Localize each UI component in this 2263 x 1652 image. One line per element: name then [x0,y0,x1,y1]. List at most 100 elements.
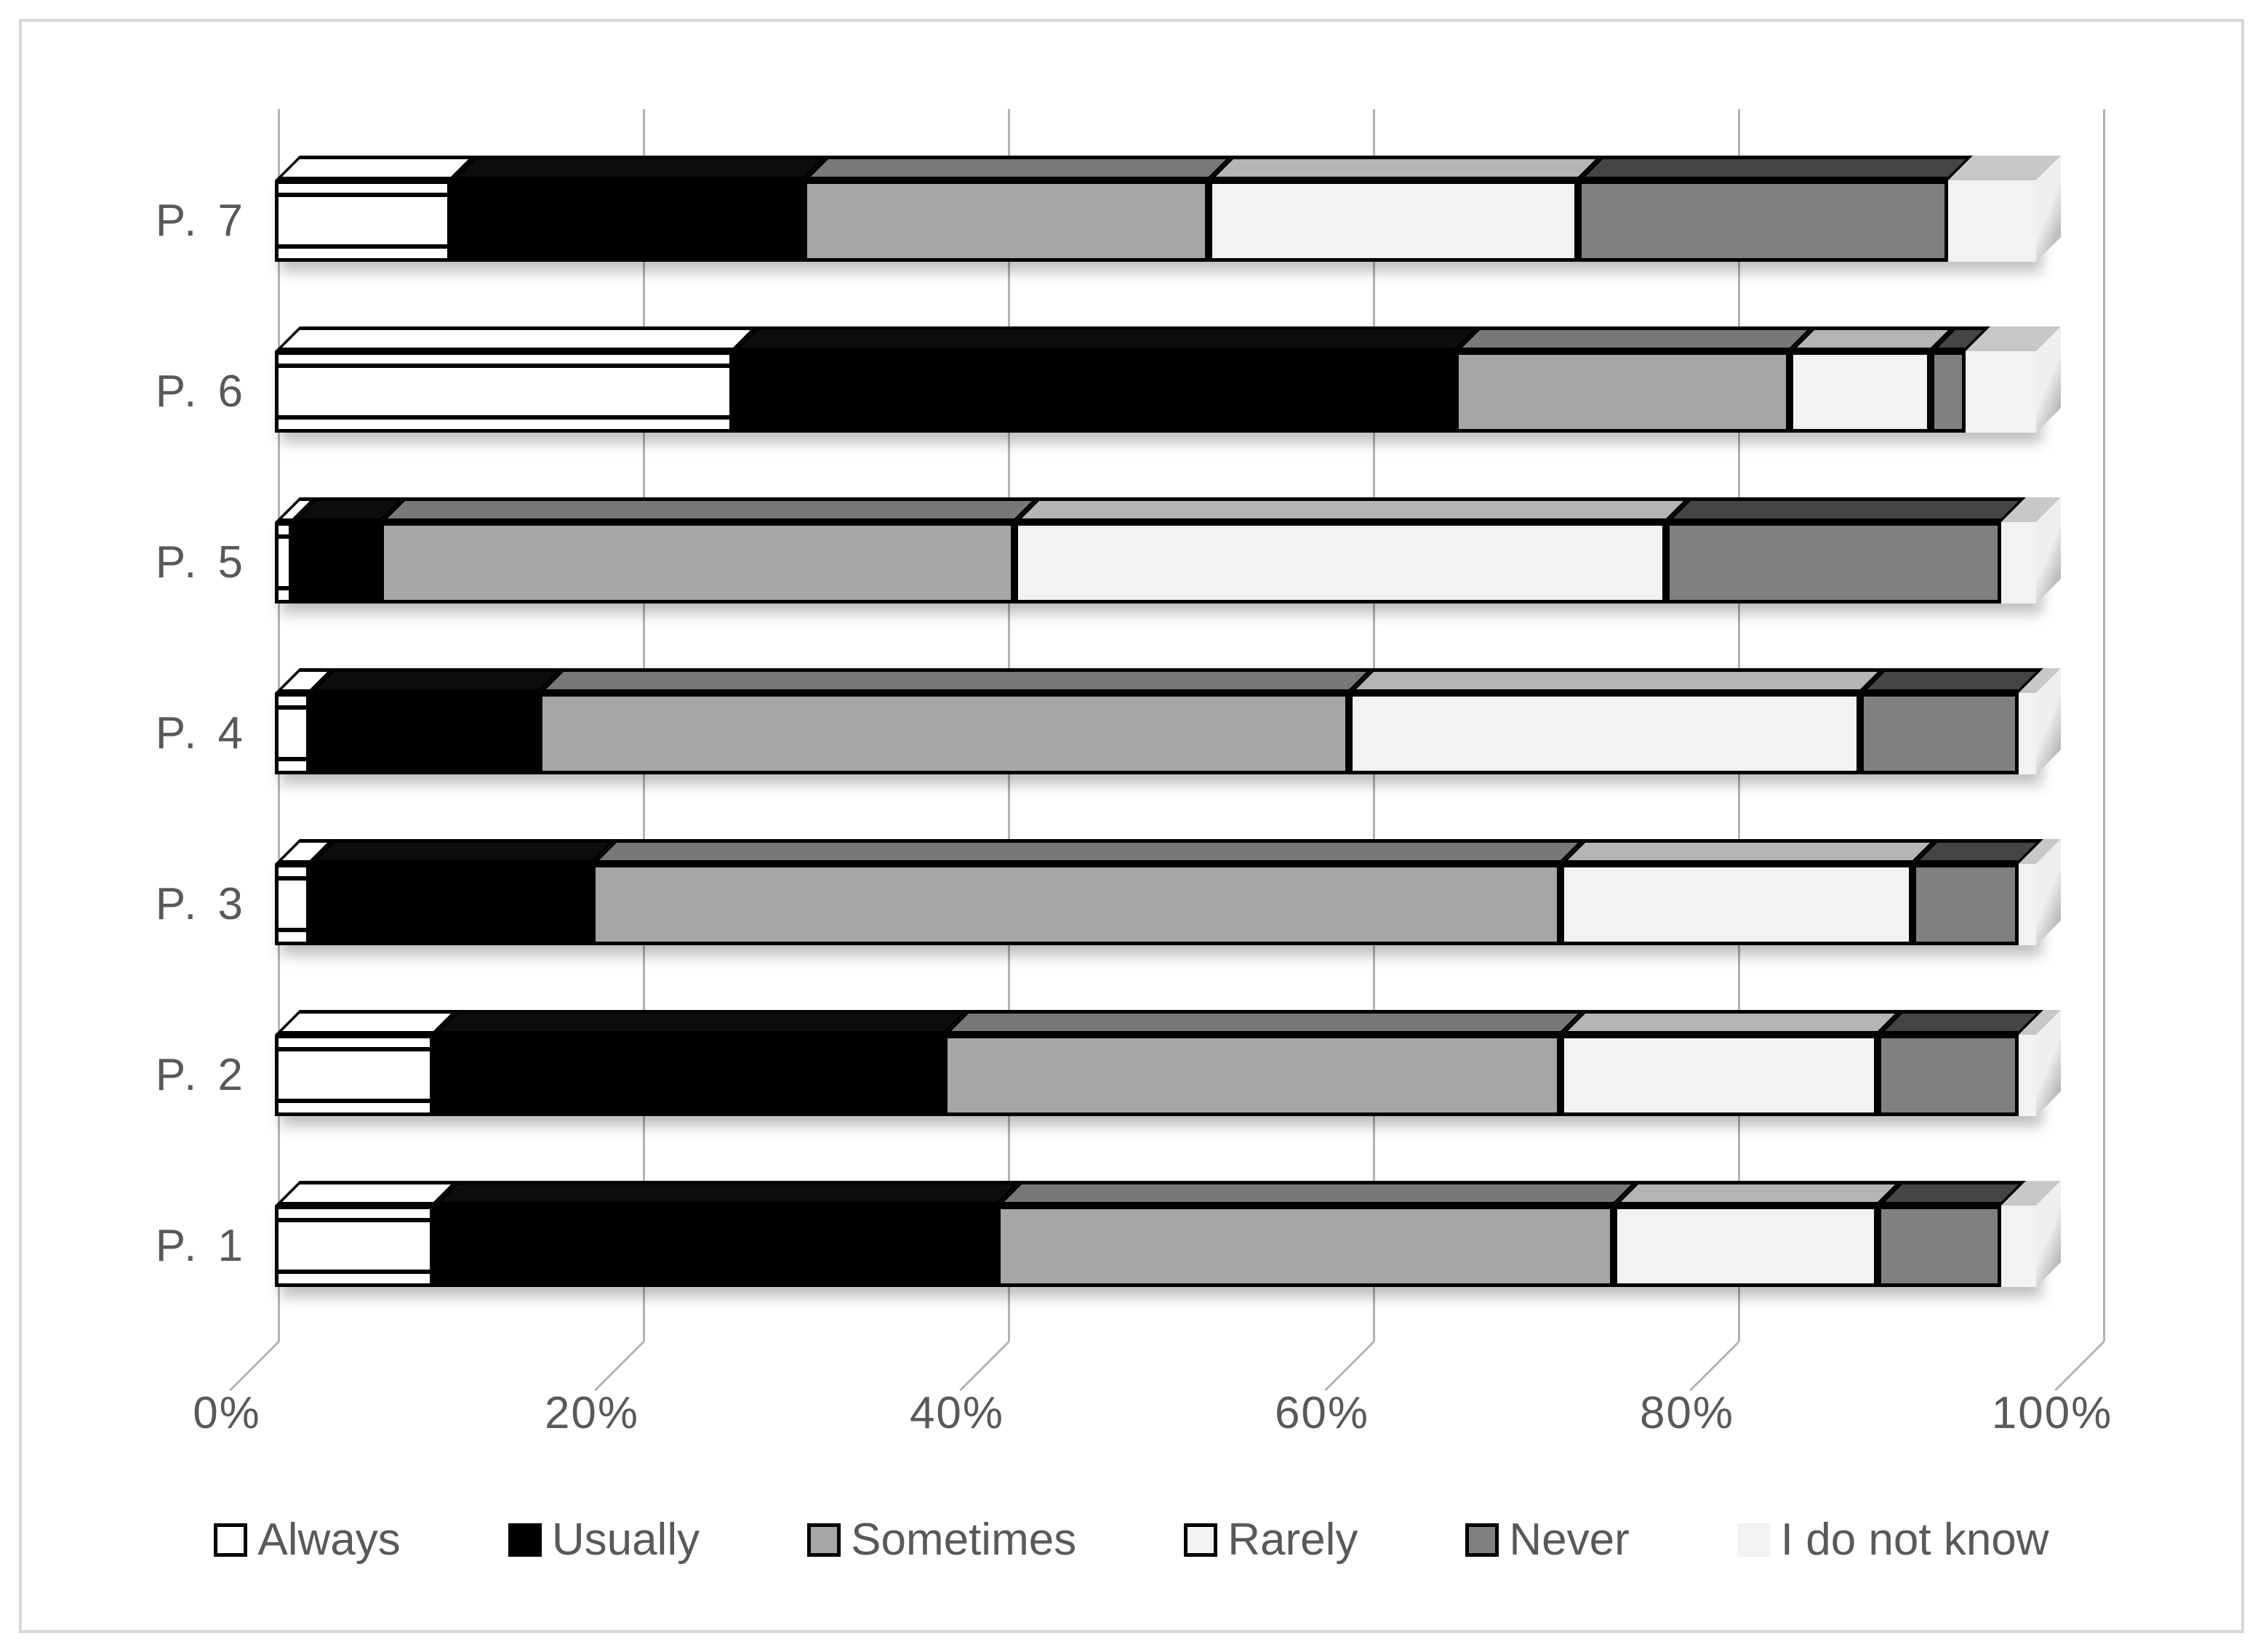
legend-label: I do not know [1780,1515,2049,1565]
legend-item-rarely: Rarely [1184,1514,1358,1566]
top-segment-sometimes [539,668,1374,693]
bar-segment-rarely [1208,180,1579,262]
bar-segment-usually [292,522,381,604]
category-label: P. 7 [155,196,247,246]
bar-row-p-5: P. 5 [0,497,2263,604]
top-segment-always [275,326,758,351]
bar-3d [275,668,2061,774]
bar-segment-i-do-not-know [2000,1206,2036,1287]
legend-swatch-never [1465,1523,1499,1557]
top-segment-never [1578,156,1973,180]
x-tick-label: 40% [909,1388,1005,1438]
bar-segment-always [275,180,452,262]
bar-segment-rarely [1349,693,1860,774]
bar-segment-i-do-not-know [2018,864,2036,945]
bar-segment-usually [433,1206,997,1287]
bar-segment-never [1912,864,2019,945]
bar-segment-never [1666,522,2001,604]
wireframe-inner-edges [279,1209,430,1283]
top-segment-rarely [1561,839,1938,864]
legend-item-sometimes: Sometimes [807,1514,1076,1566]
x-tick-label: 80% [1639,1388,1735,1438]
bar-front-face [275,522,2036,604]
bar-segment-rarely [1561,1035,1878,1116]
legend-label: Always [257,1515,401,1565]
bar-segment-sometimes [944,1035,1561,1116]
top-segment-rarely [1014,497,1691,522]
category-label: P. 5 [155,537,247,588]
top-segment-usually [433,1181,1022,1206]
top-segment-rarely [1349,668,1885,693]
bar-segment-i-do-not-know [1966,351,2036,433]
wireframe-inner-edges [279,526,289,600]
bar-segment-always [275,351,733,433]
bar-segment-never [1578,180,1948,262]
bar-segment-usually [732,351,1455,433]
bar-segment-sometimes [803,180,1209,262]
bar-row-p-6: P. 6 [0,326,2263,433]
legend-label: Sometimes [851,1515,1077,1565]
bar-segment-always [275,522,293,604]
bar-segment-sometimes [539,693,1350,774]
bar-3d [275,839,2061,945]
top-segment-usually [451,156,828,180]
wireframe-inner-edges [279,697,307,771]
legend-item-never: Never [1465,1514,1630,1566]
category-label: P. 1 [155,1221,247,1271]
bar-front-face [275,693,2036,774]
top-segment-rarely [1613,1181,1902,1206]
top-segment-usually [310,668,564,693]
bar-top-face [275,668,2061,693]
category-label: P. 4 [155,708,247,758]
bar-3d [275,1010,2061,1116]
bar-segment-rarely [1561,864,1913,945]
top-segment-never [1877,1010,2043,1035]
x-tick-label: 20% [544,1388,640,1438]
bar-3d [275,1181,2061,1287]
top-segment-rarely [1789,326,1955,351]
top-segment-usually [433,1010,969,1035]
bar-top-face [275,1010,2061,1035]
legend-item-i-do-not-know: I do not know [1737,1514,2049,1566]
bar-segment-sometimes [1454,351,1790,433]
legend: Always Usually Sometimes Rarely Never I do no… [0,1514,2263,1566]
bar-top-face [275,1181,2061,1206]
x-tick-label: 60% [1274,1388,1370,1438]
legend-swatch-usually [508,1523,542,1557]
bar-segment-usually [451,180,804,262]
bar-segment-never [1877,1035,2019,1116]
bar-top-face [275,839,2061,864]
bar-segment-rarely [1613,1206,1878,1287]
legend-swatch-sometimes [807,1523,841,1557]
top-segment-rarely [1561,1010,1902,1035]
bar-row-p-2: P. 2 [0,1010,2263,1116]
bar-segment-never [1930,351,1966,433]
bar-3d [275,326,2061,433]
bar-segment-i-do-not-know [2018,693,2036,774]
top-segment-usually [310,839,617,864]
top-segment-sometimes [380,497,1040,522]
bar-segment-sometimes [591,864,1561,945]
bar-segment-never [1859,693,2019,774]
top-segment-always [275,1181,458,1206]
top-segment-sometimes [803,156,1233,180]
bar-segment-never [1877,1206,2001,1287]
legend-item-usually: Usually [508,1514,700,1566]
top-segment-always [275,156,476,180]
bar-segment-i-do-not-know [2018,1035,2036,1116]
bar-segment-always [275,1035,433,1116]
category-label: P. 3 [155,879,247,929]
bar-segment-rarely [1789,351,1931,433]
top-segment-always [275,1010,458,1035]
bar-front-face [275,1035,2036,1116]
bar-row-p-1: P. 1 [0,1181,2263,1287]
bar-segment-i-do-not-know [1947,180,2036,262]
wireframe-inner-edges [279,184,448,258]
bar-segment-rarely [1014,522,1667,604]
bar-row-p-7: P. 7 [0,156,2263,262]
bar-segment-sometimes [997,1206,1614,1287]
bar-segment-i-do-not-know [2000,522,2036,604]
bar-top-face [275,156,2061,180]
top-segment-usually [732,326,1480,351]
bar-front-face [275,180,2036,262]
